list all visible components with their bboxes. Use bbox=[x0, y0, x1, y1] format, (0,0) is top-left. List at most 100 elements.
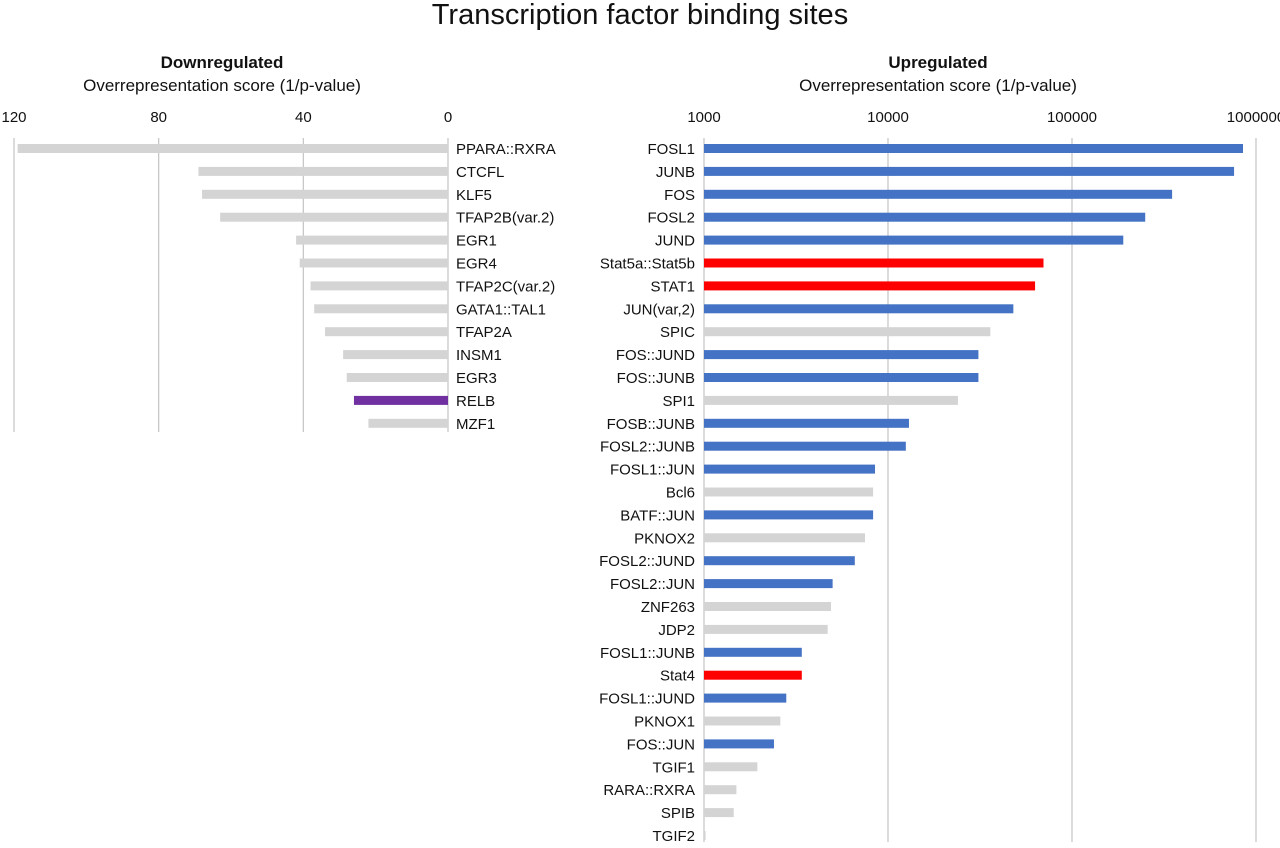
downregulated-bar bbox=[314, 304, 448, 314]
upregulated-category-label: JUND bbox=[655, 233, 695, 250]
upregulated-bar bbox=[704, 670, 802, 680]
upregulated-bar bbox=[704, 235, 1124, 245]
upregulated-category-label: TGIF1 bbox=[652, 759, 695, 776]
downregulated-title: Downregulated bbox=[161, 53, 284, 72]
upregulated-bar bbox=[704, 716, 781, 726]
upregulated-panel: Upregulated Overrepresentation score (1/… bbox=[599, 53, 1280, 845]
downregulated-category-label: KLF5 bbox=[456, 187, 492, 204]
upregulated-category-label: Stat4 bbox=[660, 668, 695, 685]
downregulated-category-label: GATA1::TAL1 bbox=[456, 301, 546, 318]
upregulated-category-label: FOS::JUNB bbox=[617, 370, 695, 387]
upregulated-bar bbox=[704, 510, 874, 520]
upregulated-bar bbox=[704, 464, 876, 474]
upregulated-category-label: FOSB::JUNB bbox=[607, 416, 695, 433]
upregulated-bar bbox=[704, 739, 774, 749]
upregulated-category-label: FOS::JUND bbox=[616, 347, 695, 364]
upregulated-bar bbox=[704, 212, 1146, 222]
upregulated-tick-label: 1000000 bbox=[1227, 109, 1280, 126]
upregulated-category-label: TGIF2 bbox=[652, 828, 695, 845]
downregulated-category-label: INSM1 bbox=[456, 347, 502, 364]
downregulated-bar bbox=[353, 395, 448, 405]
upregulated-bar bbox=[704, 762, 758, 772]
upregulated-bar bbox=[704, 533, 866, 543]
downregulated-category-label: RELB bbox=[456, 393, 495, 410]
upregulated-category-label: FOSL2::JUNB bbox=[600, 439, 695, 456]
upregulated-tick-labels: 1000 10000 100000 1000000 bbox=[687, 109, 1280, 126]
upregulated-category-label: FOSL1::JUNB bbox=[600, 645, 695, 662]
downregulated-category-label: TFAP2A bbox=[456, 324, 512, 341]
downregulated-bar bbox=[310, 281, 448, 291]
upregulated-bar bbox=[704, 166, 1235, 176]
downregulated-category-label: EGR3 bbox=[456, 370, 497, 387]
downregulated-bar bbox=[220, 212, 448, 222]
downregulated-bar bbox=[325, 327, 448, 337]
downregulated-tick-label: 0 bbox=[444, 109, 452, 126]
upregulated-category-label: FOSL1::JUND bbox=[599, 691, 695, 708]
upregulated-category-label: JDP2 bbox=[658, 622, 695, 639]
upregulated-category-label: SPIC bbox=[660, 324, 695, 341]
downregulated-bar bbox=[343, 350, 448, 360]
upregulated-category-label: BATF::JUN bbox=[620, 507, 695, 524]
downregulated-tick-label: 40 bbox=[295, 109, 312, 126]
upregulated-category-label: ZNF263 bbox=[641, 599, 695, 616]
upregulated-bar bbox=[704, 327, 991, 337]
downregulated-category-label: EGR1 bbox=[456, 233, 497, 250]
upregulated-tick-label: 100000 bbox=[1047, 109, 1097, 126]
upregulated-bar bbox=[704, 647, 802, 657]
downregulated-bar bbox=[346, 373, 448, 382]
upregulated-bar bbox=[704, 144, 1244, 153]
upregulated-bars bbox=[704, 144, 1244, 840]
upregulated-bar bbox=[704, 579, 833, 589]
upregulated-category-label: FOS bbox=[664, 187, 695, 204]
upregulated-tick-label: 10000 bbox=[867, 109, 909, 126]
downregulated-axis-title: Overrepresentation score (1/p-value) bbox=[83, 76, 361, 95]
downregulated-panel: Downregulated Overrepresentation score (… bbox=[1, 53, 555, 433]
upregulated-bar bbox=[704, 281, 1036, 291]
downregulated-category-label: TFAP2B(var.2) bbox=[456, 210, 554, 227]
downregulated-bar bbox=[299, 258, 448, 268]
upregulated-category-label: JUN(var,2) bbox=[623, 301, 695, 318]
downregulated-category-label: CTCFL bbox=[456, 164, 504, 181]
downregulated-tick-label: 120 bbox=[1, 109, 26, 126]
upregulated-bar bbox=[704, 189, 1173, 199]
upregulated-bar bbox=[704, 624, 828, 634]
upregulated-category-label: FOSL1::JUN bbox=[610, 462, 695, 479]
downregulated-bar bbox=[198, 166, 448, 176]
upregulated-bar bbox=[704, 373, 979, 382]
upregulated-category-label: RARA::RXRA bbox=[603, 782, 695, 799]
upregulated-category-labels: FOSL1JUNBFOSFOSL2JUNDStat5a::Stat5bSTAT1… bbox=[599, 141, 695, 845]
upregulated-bar bbox=[704, 487, 874, 497]
upregulated-category-label: SPIB bbox=[661, 805, 695, 822]
upregulated-bar bbox=[704, 693, 787, 703]
downregulated-bars bbox=[17, 144, 448, 428]
upregulated-bar bbox=[704, 441, 906, 451]
upregulated-category-label: FOSL2 bbox=[647, 210, 695, 227]
upregulated-category-label: STAT1 bbox=[651, 278, 695, 295]
downregulated-tick-labels: 120 80 40 0 bbox=[1, 109, 452, 126]
downregulated-bar bbox=[368, 418, 448, 428]
upregulated-bar bbox=[704, 350, 979, 360]
downregulated-bar bbox=[202, 189, 448, 199]
upregulated-category-label: FOS::JUN bbox=[627, 736, 695, 753]
upregulated-title: Upregulated bbox=[888, 53, 987, 72]
downregulated-tick-label: 80 bbox=[150, 109, 167, 126]
downregulated-bar bbox=[17, 144, 448, 153]
upregulated-category-label: FOSL2::JUN bbox=[610, 576, 695, 593]
upregulated-bar bbox=[704, 556, 855, 566]
upregulated-bar bbox=[704, 831, 706, 840]
upregulated-bar bbox=[704, 785, 737, 795]
upregulated-bar bbox=[704, 418, 909, 428]
upregulated-axis-title: Overrepresentation score (1/p-value) bbox=[799, 76, 1077, 95]
figure-title: Transcription factor binding sites bbox=[432, 0, 848, 31]
upregulated-tick-label: 1000 bbox=[687, 109, 720, 126]
upregulated-category-label: JUNB bbox=[656, 164, 695, 181]
upregulated-bar bbox=[704, 395, 958, 405]
upregulated-bar bbox=[704, 808, 734, 818]
downregulated-category-labels: PPARA::RXRACTCFLKLF5TFAP2B(var.2)EGR1EGR… bbox=[456, 141, 556, 433]
downregulated-category-label: MZF1 bbox=[456, 416, 495, 433]
downregulated-category-label: EGR4 bbox=[456, 256, 497, 273]
upregulated-category-label: SPI1 bbox=[662, 393, 695, 410]
upregulated-category-label: Bcl6 bbox=[666, 485, 695, 502]
upregulated-bar bbox=[704, 258, 1044, 268]
